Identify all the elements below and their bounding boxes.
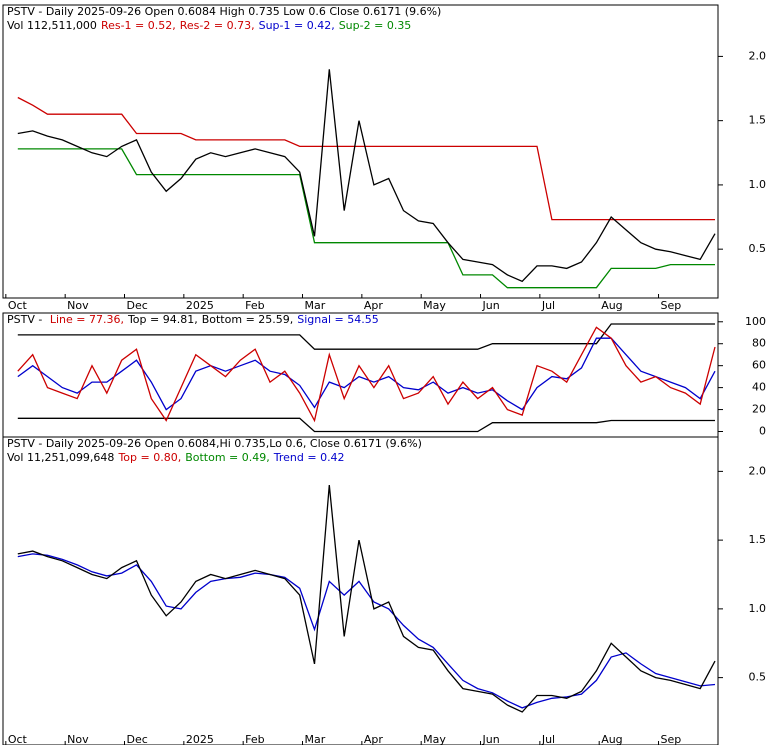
x-tick-label: Nov — [67, 733, 89, 745]
y-tick-label: 1.5 — [749, 114, 767, 127]
series-line — [17, 337, 716, 411]
header-item: Bottom = 25.59, — [202, 313, 294, 326]
header-item: Vol 112,511,000 — [7, 19, 97, 32]
header-item: Top = 0.80, — [117, 451, 181, 464]
header-item: Top = 94.81, — [127, 313, 198, 326]
header-item: Sup-2 = 0.35 — [339, 19, 412, 32]
header-text: Vol 112,511,000 Res-1 = 0.52, Res-2 = 0.73… — [7, 19, 411, 32]
x-tick-label: 2025 — [186, 733, 214, 745]
x-tick-label: Aug — [601, 299, 622, 312]
y-tick-label: 60 — [752, 359, 766, 372]
series-line — [17, 485, 716, 713]
x-tick-label: Sep — [661, 733, 682, 745]
series-line — [17, 553, 716, 709]
header-item: Line = 77.36, — [50, 313, 124, 326]
y-tick-label: 2.0 — [749, 49, 767, 62]
y-tick-label: 40 — [752, 381, 766, 394]
y-tick-label: 80 — [752, 337, 766, 350]
header-text: PSTV - Line = 77.36, Top = 94.81, Bottom =… — [7, 313, 379, 326]
x-tick-label: Apr — [364, 299, 384, 312]
header-text: PSTV - Daily 2025-09-26 Open 0.6084 High… — [7, 5, 441, 18]
header-item: Sup-1 = 0.42, — [259, 19, 335, 32]
header-item: PSTV - — [7, 313, 46, 326]
y-tick-label: 0.5 — [749, 242, 767, 255]
y-tick-label: 2.0 — [749, 464, 767, 477]
x-tick-label: Dec — [127, 299, 148, 312]
x-tick-label: Oct — [8, 733, 28, 745]
header-item: Res-1 = 0.52, — [101, 19, 176, 32]
x-tick-label: Aug — [601, 733, 622, 745]
x-tick-label: Mar — [305, 299, 326, 312]
x-tick-label: Nov — [67, 299, 89, 312]
plot-frame — [2, 4, 719, 299]
series-line — [17, 96, 715, 221]
y-tick-label: 1.5 — [749, 533, 767, 546]
y-tick-label: 1.0 — [749, 602, 767, 615]
x-tick-label: Oct — [8, 299, 28, 312]
x-tick-label: Mar — [305, 733, 326, 745]
x-tick-label: May — [423, 299, 446, 312]
x-tick-label: Jul — [541, 299, 555, 312]
x-tick-label: Sep — [661, 299, 682, 312]
series-line — [17, 323, 715, 350]
x-tick-label: Feb — [245, 733, 264, 745]
x-tick-label: Apr — [364, 733, 384, 745]
x-tick-label: Dec — [127, 733, 148, 745]
header-item: Bottom = 0.49, — [185, 451, 270, 464]
x-tick-label: Jul — [541, 733, 555, 745]
x-tick-label: Jun — [482, 733, 500, 745]
x-tick-label: Feb — [245, 299, 264, 312]
y-tick-label: 20 — [752, 403, 766, 416]
header-item: Res-2 = 0.73, — [180, 19, 255, 32]
y-tick-label: 100 — [745, 315, 766, 328]
y-tick-label: 0.5 — [749, 671, 767, 684]
header-item: PSTV - Daily 2025-09-26 Open 0.6084,Hi 0… — [7, 437, 422, 450]
plot-frame — [2, 436, 719, 745]
series-line — [17, 69, 716, 283]
series-line — [17, 326, 716, 423]
y-tick-label: 1.0 — [749, 178, 767, 191]
x-tick-label: May — [423, 733, 446, 745]
header-item: Vol 11,251,099,648 — [7, 451, 114, 464]
series-line — [17, 148, 715, 289]
header-item: PSTV - Daily 2025-09-26 Open 0.6084 High… — [7, 5, 441, 18]
series-line — [17, 417, 715, 433]
header-text: Vol 11,251,099,648 Top = 0.80, Bottom = 0.… — [7, 451, 345, 464]
header-text: PSTV - Daily 2025-09-26 Open 0.6084,Hi 0… — [7, 437, 422, 450]
header-item: Trend = 0.42 — [273, 451, 345, 464]
x-tick-label: 2025 — [186, 299, 214, 312]
x-tick-label: Jun — [482, 299, 500, 312]
header-item: Signal = 54.55 — [297, 313, 379, 326]
y-tick-label: 0 — [759, 425, 766, 438]
